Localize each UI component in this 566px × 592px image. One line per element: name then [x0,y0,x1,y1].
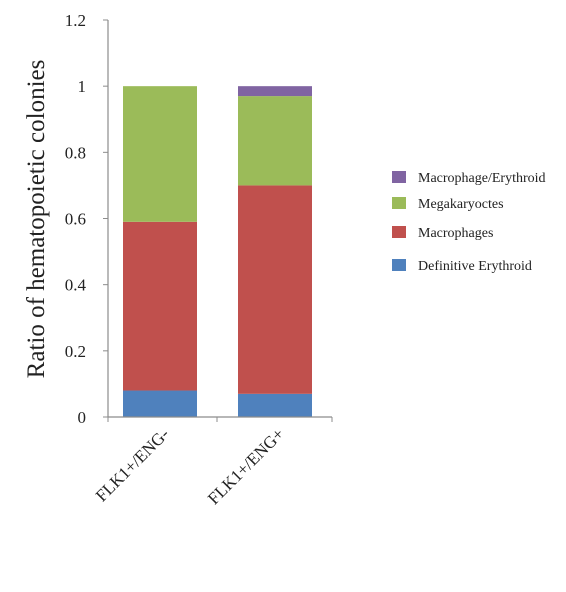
legend: Macrophage/Erythroid Megakaryoctes Macroph… [392,171,546,274]
y-axis-title-group: Ratio of hematopoietic colonies [23,60,50,379]
bar-segment-megakaryoctes [123,86,197,222]
y-tick-label: 1 [78,77,87,96]
bar-segment-macrophages [123,221,197,391]
bar-segment-megakaryoctes [238,96,312,186]
x-category-label: FLK1+/ENG- [92,424,173,505]
x-axis-labels: FLK1+/ENG- FLK1+/ENG+ [92,424,288,508]
legend-label: Macrophage/Erythroid [418,171,546,186]
x-category-label: FLK1+/ENG+ [204,424,288,508]
y-tick-label: 0 [78,408,87,427]
legend-swatch [392,226,406,238]
legend-label: Megakaryoctes [418,197,504,212]
bar-segment-macrophage-erythroid [238,86,312,97]
legend-label: Macrophages [418,226,493,241]
bar-segment-definitive-erythroid [123,390,197,417]
axes [107,20,333,422]
bar-segment-definitive-erythroid [238,393,312,417]
legend-label: Definitive Erythroid [418,259,532,274]
bar-stacks [123,86,312,417]
legend-swatch [392,171,406,183]
legend-swatch [392,259,406,271]
y-tick-label: 0.6 [65,210,86,229]
y-axis-title: Ratio of hematopoietic colonies [23,60,50,379]
y-tick-label: 0.2 [65,342,86,361]
y-tick-label: 0.8 [65,143,86,162]
y-axis-ticks: 0 0.2 0.4 0.6 0.8 1 1.2 [65,11,108,427]
y-tick-label: 1.2 [65,11,86,30]
bar-segment-macrophages [238,185,312,394]
y-tick-label: 0.4 [65,276,87,295]
legend-swatch [392,197,406,209]
